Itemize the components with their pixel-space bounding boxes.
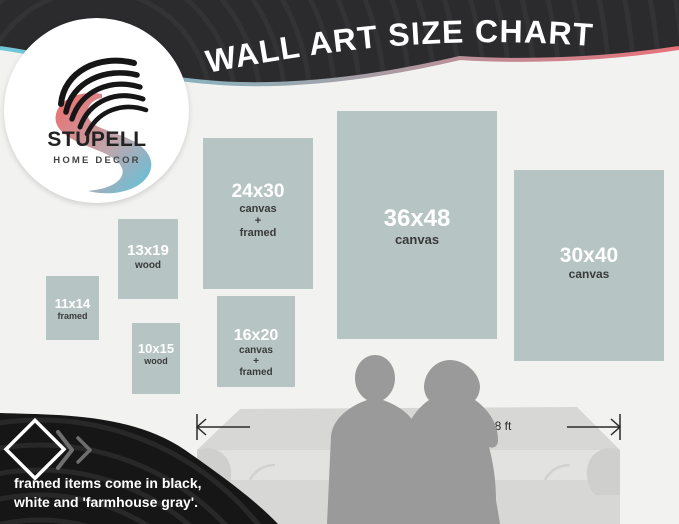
svg-text:white and 'farmhouse gray'.: white and 'farmhouse gray'. [13, 494, 198, 510]
svg-text:framed items come in black,: framed items come in black, [14, 475, 202, 491]
